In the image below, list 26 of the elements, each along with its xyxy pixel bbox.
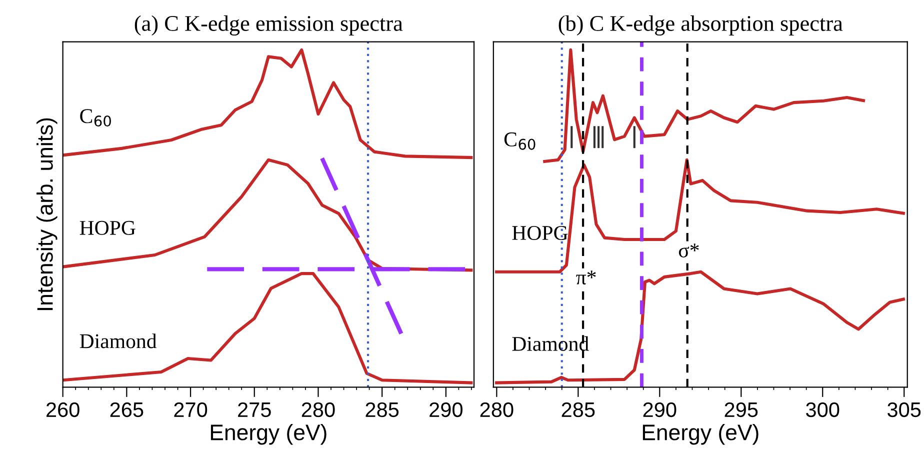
series-label: HOPG: [512, 226, 568, 240]
x-tick-label: 290: [643, 402, 676, 418]
series-label: Diamond: [512, 336, 589, 351]
x-tick-label: 280: [480, 402, 514, 418]
x-tick-label: 305: [888, 402, 921, 418]
x-tick-label: 285: [562, 402, 595, 418]
annotation: π*: [576, 270, 596, 284]
x-tick-label: 275: [238, 402, 271, 418]
x-tick-label: 280: [302, 402, 335, 418]
chart-title: (b) C K-edge absorption spectra: [558, 15, 843, 36]
x-tick-label: 285: [366, 402, 399, 418]
x-axis-title: Energy (eV): [642, 424, 758, 445]
x-tick-label: 270: [174, 402, 208, 418]
x-tick-label: 260: [46, 402, 80, 418]
x-tick-label: 300: [806, 402, 840, 418]
x-tick-label: 290: [430, 402, 462, 418]
x-tick-label: 265: [110, 402, 144, 418]
x-axis-title: Energy (eV): [210, 424, 326, 445]
series-label: HOPG: [80, 220, 136, 235]
series-label: C$_{60}$: [80, 109, 111, 127]
annotation: σ*: [678, 244, 699, 258]
series-label: Diamond: [80, 334, 157, 348]
series-label: C$_{60}$: [504, 132, 536, 150]
x-tick-label: 295: [724, 402, 758, 418]
chart-title: (a) C K-edge emission spectra: [134, 15, 403, 36]
y-axis-title: Intensity (arb. units): [36, 118, 58, 310]
